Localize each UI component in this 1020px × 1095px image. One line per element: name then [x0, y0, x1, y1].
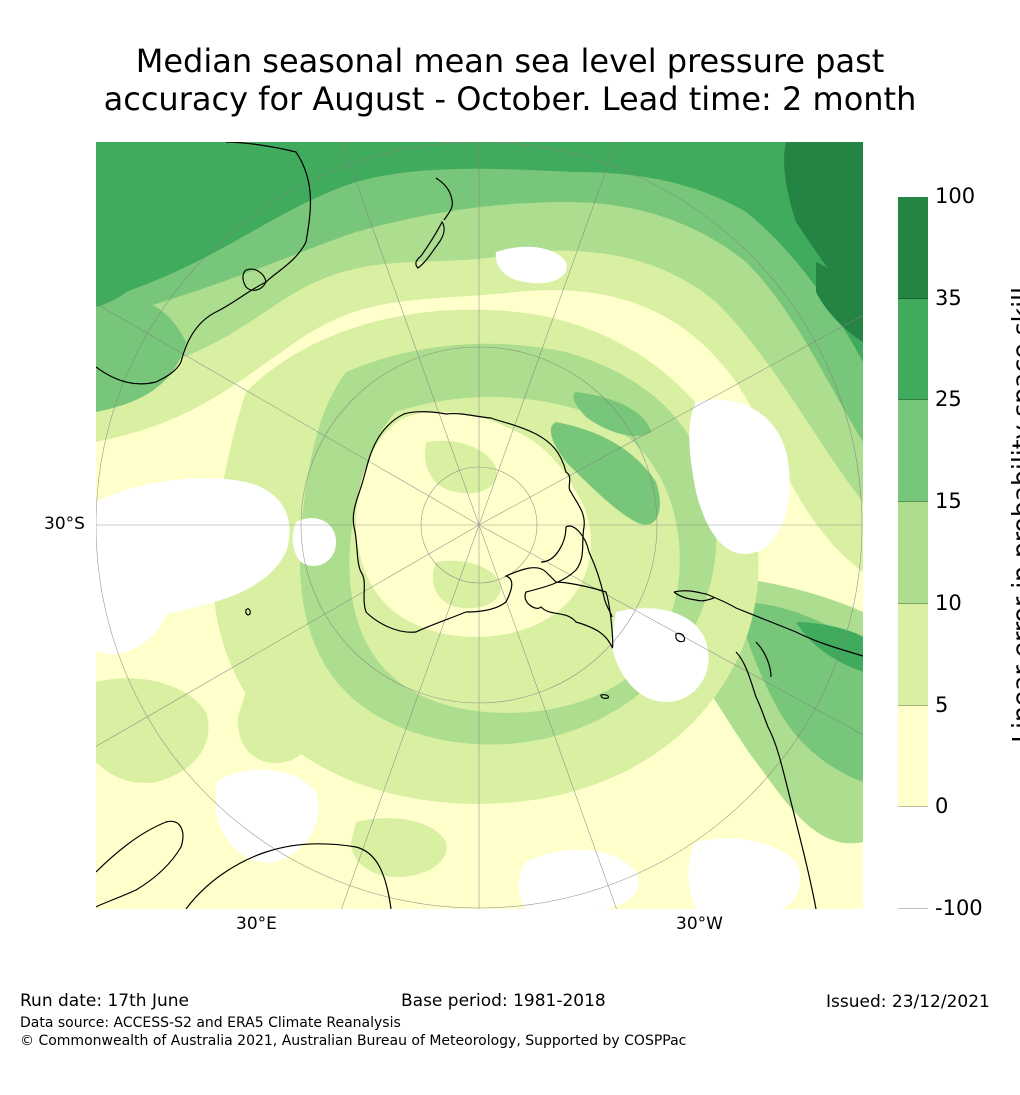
data-source: Data source: ACCESS-S2 and ERA5 Climate … [20, 1015, 401, 1031]
field-patch-s [351, 818, 447, 877]
colorbar-bin [898, 502, 928, 604]
field-ring-5 [573, 392, 651, 437]
coastline-south-georgia [600, 694, 610, 699]
coastline-australia [96, 142, 311, 385]
skill-score-map [96, 142, 863, 909]
colorbar-bin [898, 298, 928, 401]
coastline-south-america-tip [673, 591, 715, 602]
field-top-band-3 [96, 142, 863, 442]
colorbar-bin [898, 197, 928, 299]
coastline-falklands [675, 632, 686, 643]
title-line-2: accuracy for August - October. Lead time… [103, 80, 917, 118]
field-white-southeast [611, 608, 709, 702]
graticule-meridian-30e [341, 524, 480, 909]
label-30e: 30°E [236, 914, 277, 934]
graticule-meridian-60e [96, 524, 480, 747]
base-period: Base period: 1981-2018 [401, 991, 606, 1011]
coastline-madagascar [96, 820, 184, 908]
field-west-green [96, 298, 186, 412]
graticule-meridian-30w [478, 524, 617, 909]
graticule-meridian-60w [478, 524, 863, 736]
colorbar-bin [898, 705, 928, 808]
colorbar-tick-label: -100 [935, 896, 983, 920]
run-date: Run date: 17th June [20, 991, 189, 1011]
coastline-antarctica [352, 411, 614, 649]
field-antarctica-green-2 [432, 560, 501, 609]
coastline-africa [185, 843, 392, 909]
colorbar-tick-label: 10 [935, 590, 962, 615]
colorbar-tick-label: 100 [935, 184, 976, 208]
colorbar-tick-label: 0 [935, 794, 949, 819]
colorbar-tick-label: 35 [935, 285, 962, 310]
issued-date: Issued: 23/12/2021 [826, 992, 990, 1012]
colorbar-label: Linear error in probability space skill … [1007, 287, 1020, 743]
graticule-meridian-120w [478, 314, 863, 526]
field-white-southwest [216, 769, 319, 863]
field-top-band-4 [96, 142, 863, 362]
field-west-green-2 [96, 142, 190, 307]
colorbar-bin [898, 400, 928, 503]
field-patch-s2 [237, 691, 312, 763]
field-white-north [495, 246, 567, 284]
title-line-1: Median seasonal mean sea level pressure … [135, 42, 885, 80]
colorbar-tick-label: 25 [935, 387, 962, 412]
field-patch-sw [96, 678, 209, 783]
copyright: © Commonwealth of Australia 2021, Austra… [20, 1033, 687, 1049]
graticule-meridian-150w [478, 142, 617, 526]
colorbar-tick-label: 15 [935, 489, 962, 514]
field-antarctica [356, 411, 591, 637]
coastline-tasmania [242, 268, 267, 291]
label-30s: 30°S [44, 514, 85, 534]
graticule-meridian-150e [341, 142, 480, 526]
colorbar-bin [898, 807, 928, 909]
coastline-kerguelen [245, 608, 251, 616]
graticule-meridian-120e [96, 303, 480, 526]
coastline-antarctic-peninsula [540, 525, 613, 618]
field-white-bottom-right [688, 838, 800, 909]
field-white-west-2 [96, 530, 169, 655]
coastline-south-america [673, 590, 863, 909]
label-30w: 30°W [676, 914, 723, 934]
colorbar-tick-label: 5 [935, 692, 949, 717]
field-top-band-5 [784, 142, 863, 312]
colorbar-bin [898, 603, 928, 706]
field-white-east [689, 399, 790, 554]
coastline-nz-north [435, 177, 453, 221]
coastline-nz-south [415, 220, 445, 269]
field-ring-4 [550, 422, 660, 525]
field-white-bottom [518, 849, 639, 909]
